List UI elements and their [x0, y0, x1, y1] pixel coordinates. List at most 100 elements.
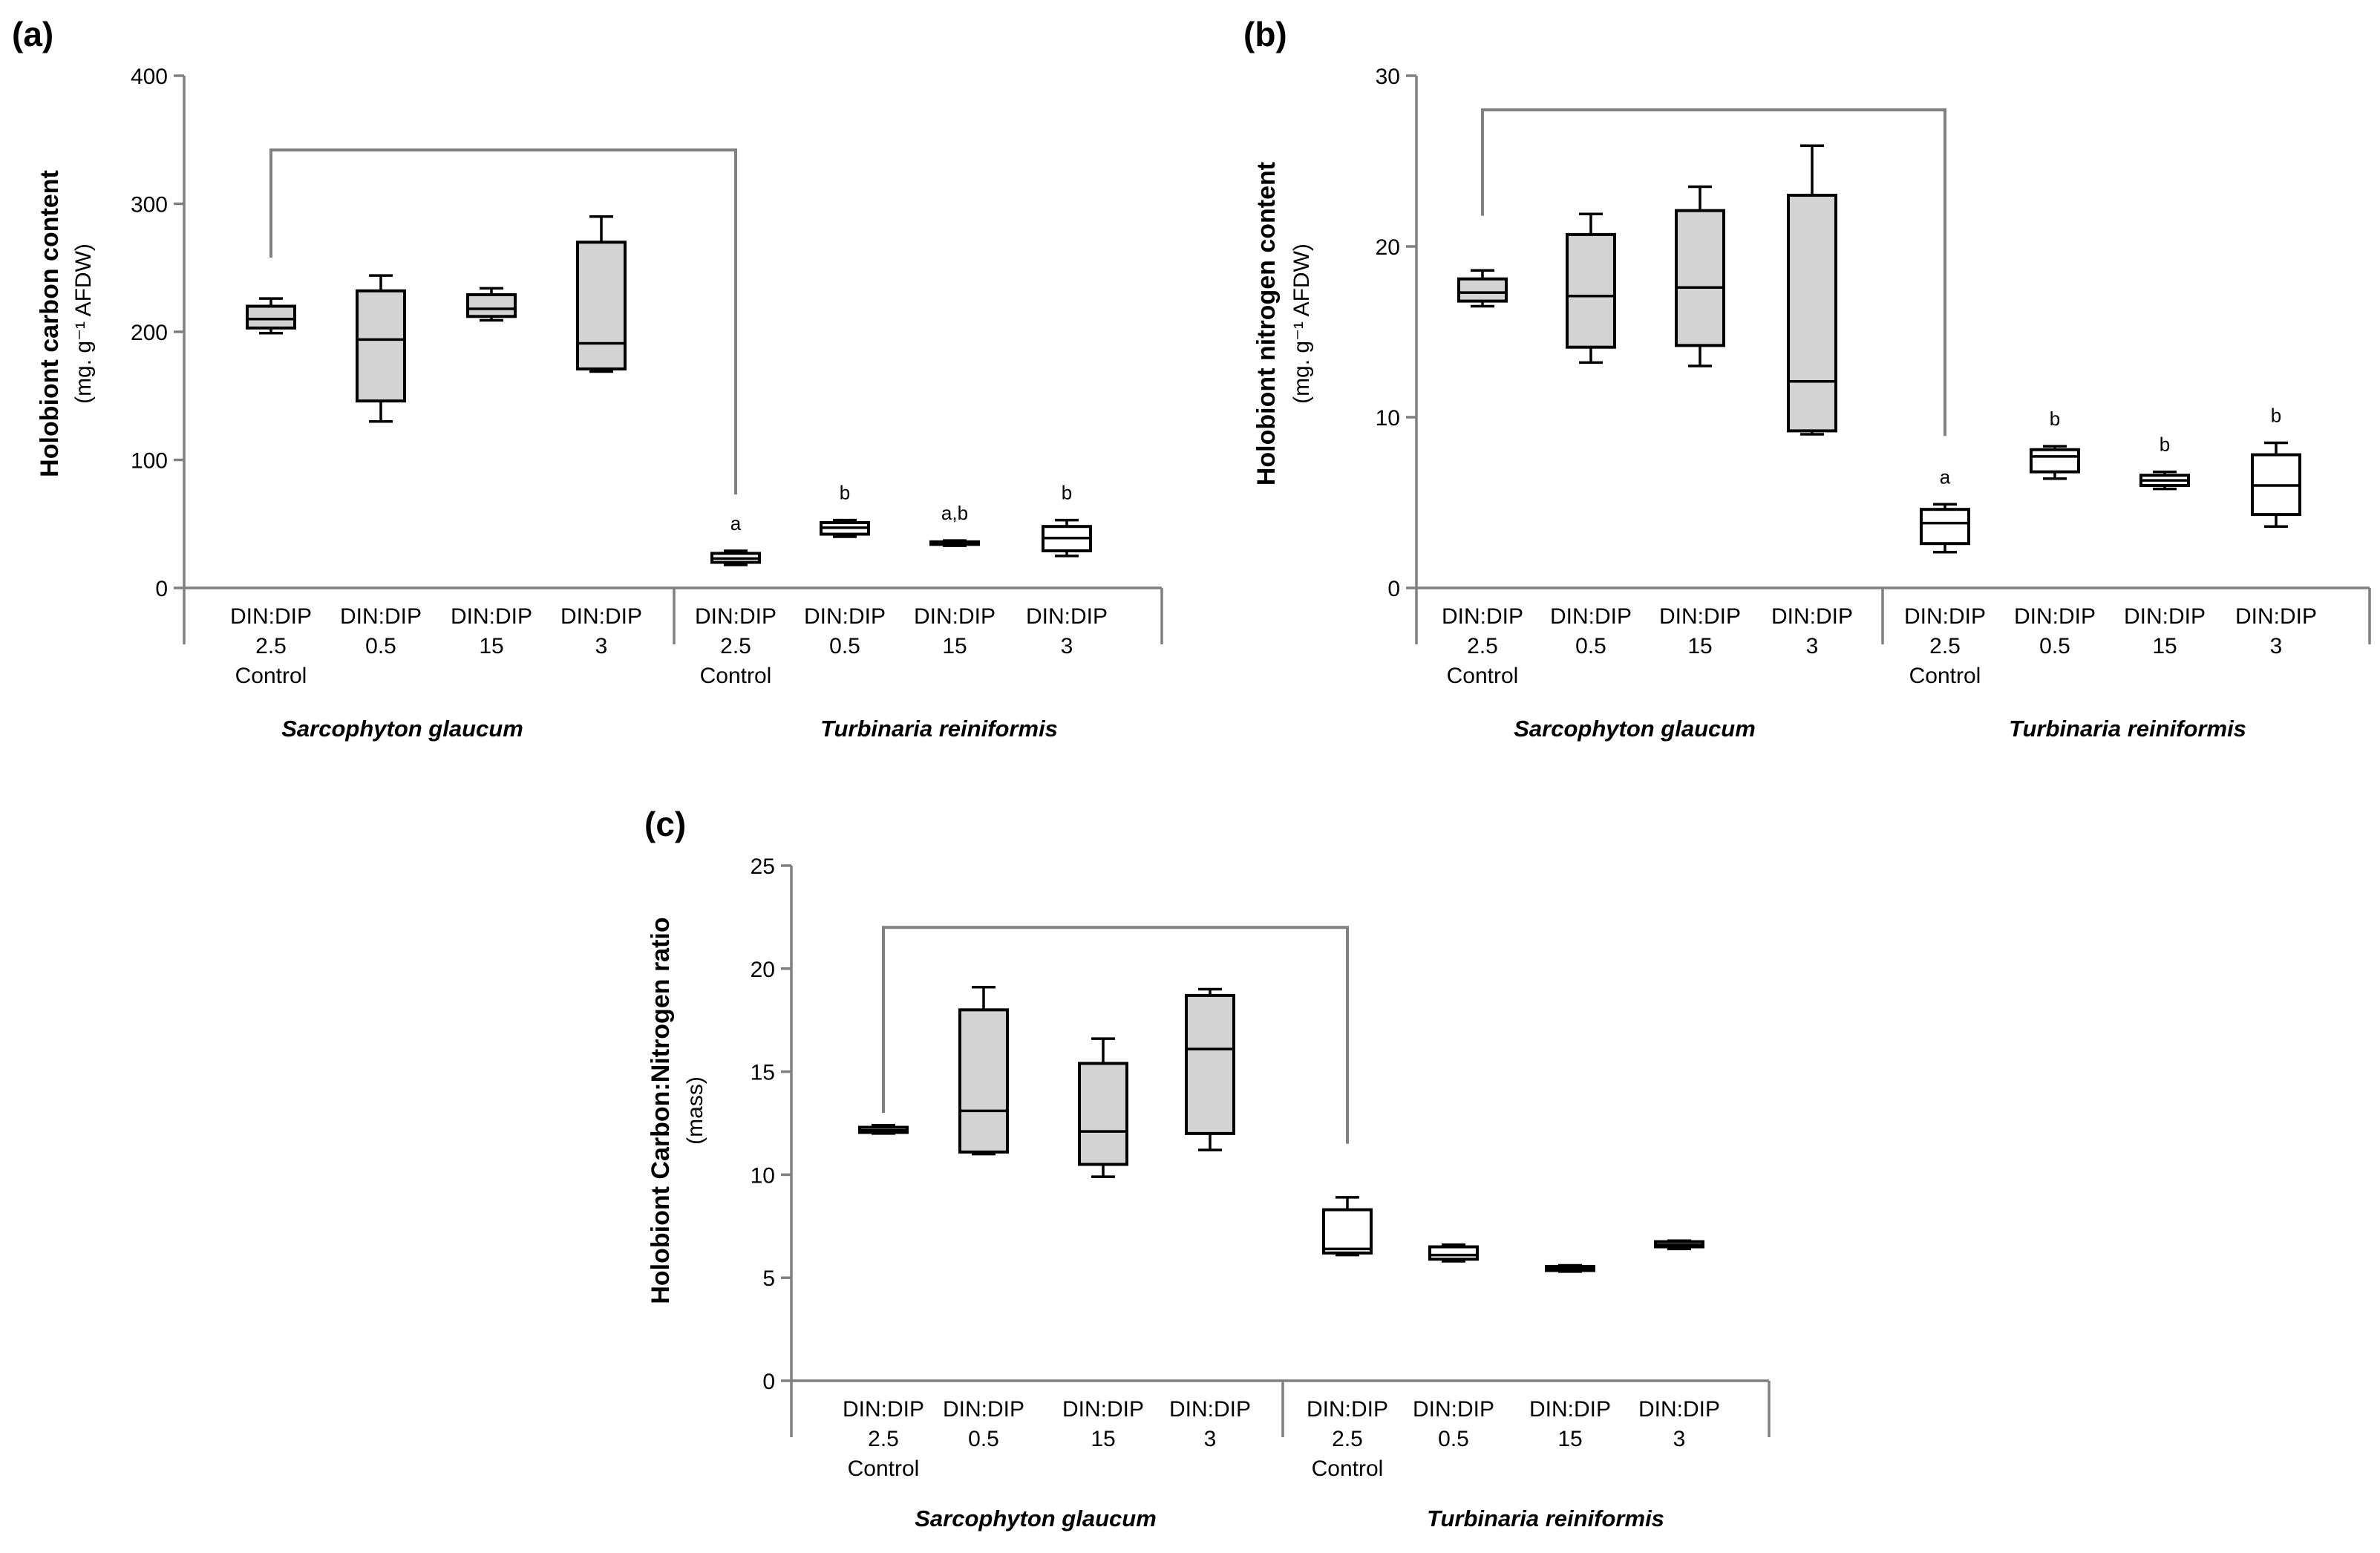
x-category-label: 3 — [1806, 634, 1819, 658]
x-category-label: Control — [848, 1456, 920, 1481]
x-category-label: DIN:DIP — [804, 604, 886, 629]
y-tick-label: 25 — [751, 854, 775, 879]
x-category-label: 15 — [2152, 634, 2177, 658]
iqr-box — [1566, 232, 1616, 349]
box-4 — [576, 215, 627, 373]
significance-letter: b — [2271, 405, 2281, 427]
x-category-label: Control — [700, 664, 772, 688]
y-tick-label: 20 — [1376, 235, 1400, 260]
significance-letter: b — [2160, 434, 2170, 456]
x-category-label: 15 — [1557, 1427, 1582, 1451]
significance-letter: b — [840, 482, 850, 504]
box-7: a,b — [929, 502, 980, 547]
x-category-label: DIN:DIP — [560, 604, 642, 629]
x-category-label: 2.5 — [720, 634, 751, 658]
x-category-label: 2.5 — [1929, 634, 1961, 658]
box-2 — [356, 274, 406, 423]
x-category-label: 15 — [942, 634, 967, 658]
y-tick-label: 300 — [131, 193, 168, 218]
y-tick-label: 30 — [1376, 65, 1400, 89]
panel-a: (a) 0 100 200 300 400 Holobiont carbon content… — [12, 15, 1163, 742]
panel-label: (c) — [644, 805, 686, 843]
species-label: Sarcophyton glaucum — [915, 1505, 1157, 1531]
species-label: Turbinaria reiniformis — [1427, 1505, 1664, 1531]
box-3 — [466, 287, 517, 322]
x-category-label: DIN:DIP — [1442, 604, 1523, 629]
y-tick-label: 0 — [155, 577, 168, 601]
box-7 — [1545, 1263, 1595, 1273]
box-7: b — [2139, 434, 2190, 491]
x-category-label: 0.5 — [829, 634, 860, 658]
y-axis-title: Holobiont nitrogen content — [1252, 162, 1281, 485]
y-tick-label: 20 — [751, 958, 775, 982]
box-2 — [1566, 212, 1616, 364]
x-category-label: DIN:DIP — [1638, 1397, 1720, 1422]
y-tick-label: 10 — [751, 1163, 775, 1188]
x-category-label: DIN:DIP — [2235, 604, 2317, 629]
panel-b: (b) 0 10 20 30 Holobiont nitrogen content (mg.… — [1243, 15, 2371, 742]
y-axis-unit: (mg. g⁻¹ AFDW) — [1289, 243, 1314, 404]
x-category-label: 0.5 — [968, 1427, 999, 1451]
y-axis-title: Holobiont carbon content — [36, 170, 64, 477]
x-category-label: 15 — [479, 634, 503, 658]
x-category-label: DIN:DIP — [340, 604, 422, 629]
y-tick-label: 400 — [131, 65, 168, 89]
x-category-label: 0.5 — [2039, 634, 2070, 658]
iqr-box — [356, 289, 406, 403]
x-category-label: 0.5 — [1575, 634, 1606, 658]
x-category-label: Control — [1447, 664, 1519, 688]
x-category-label: DIN:DIP — [2124, 604, 2206, 629]
iqr-box — [1457, 277, 1508, 303]
x-category-label: DIN:DIP — [1904, 604, 1986, 629]
x-category-label: DIN:DIP — [843, 1397, 924, 1422]
box-4 — [1787, 144, 1837, 436]
x-category-label: Control — [1909, 664, 1981, 688]
significance-letter: a — [730, 512, 742, 534]
x-category-label: DIN:DIP — [2014, 604, 2096, 629]
box-5: a — [710, 512, 761, 566]
x-category-label: 3 — [2270, 634, 2283, 658]
significance-letter: b — [2050, 408, 2060, 430]
x-category-label: 3 — [1673, 1427, 1686, 1451]
x-category-label: 0.5 — [1438, 1427, 1469, 1451]
iqr-box — [466, 292, 517, 318]
y-tick-label: 10 — [1376, 406, 1400, 431]
x-category-label: DIN:DIP — [695, 604, 777, 629]
box-6: b — [820, 482, 870, 538]
x-category-label: 0.5 — [365, 634, 396, 658]
box-1 — [858, 1124, 909, 1135]
y-tick-label: 200 — [131, 321, 168, 345]
panel-c: (c) 0 5 10 15 20 25 Holobiont Carbon:Nitrogen r… — [644, 805, 1771, 1531]
iqr-box — [1078, 1062, 1128, 1166]
box-6 — [1428, 1243, 1479, 1263]
x-category-label: DIN:DIP — [1307, 1397, 1388, 1422]
iqr-box — [246, 304, 296, 330]
x-category-label: Control — [1312, 1456, 1384, 1481]
x-category-label: DIN:DIP — [1529, 1397, 1611, 1422]
box-8 — [1654, 1239, 1704, 1251]
species-label: Sarcophyton glaucum — [1514, 716, 1756, 742]
x-category-label: 3 — [595, 634, 608, 658]
iqr-box — [2030, 448, 2080, 474]
y-axis-unit: (mg. g⁻¹ AFDW) — [71, 243, 96, 404]
y-axis-unit: (mass) — [683, 1076, 707, 1145]
iqr-box — [1185, 993, 1235, 1135]
box-5 — [1322, 1196, 1373, 1257]
x-category-label: DIN:DIP — [1169, 1397, 1251, 1422]
iqr-box — [1675, 209, 1725, 347]
iqr-box — [1322, 1208, 1373, 1255]
box-5: a — [1920, 465, 1970, 554]
panel-label: (a) — [12, 15, 53, 53]
box-1 — [1457, 269, 1508, 308]
species-label: Turbinaria reiniformis — [820, 716, 1058, 742]
comparison-bracket — [1481, 108, 1946, 437]
y-axis-title: Holobiont Carbon:Nitrogen ratio — [647, 917, 675, 1304]
significance-letter: a — [1940, 465, 1951, 488]
y-tick-label: 0 — [762, 1370, 775, 1394]
x-category-label: DIN:DIP — [451, 604, 532, 629]
x-category-label: DIN:DIP — [1413, 1397, 1494, 1422]
significance-letter: b — [1062, 482, 1072, 504]
iqr-box — [1920, 508, 1970, 546]
x-category-label: 3 — [1204, 1427, 1217, 1451]
